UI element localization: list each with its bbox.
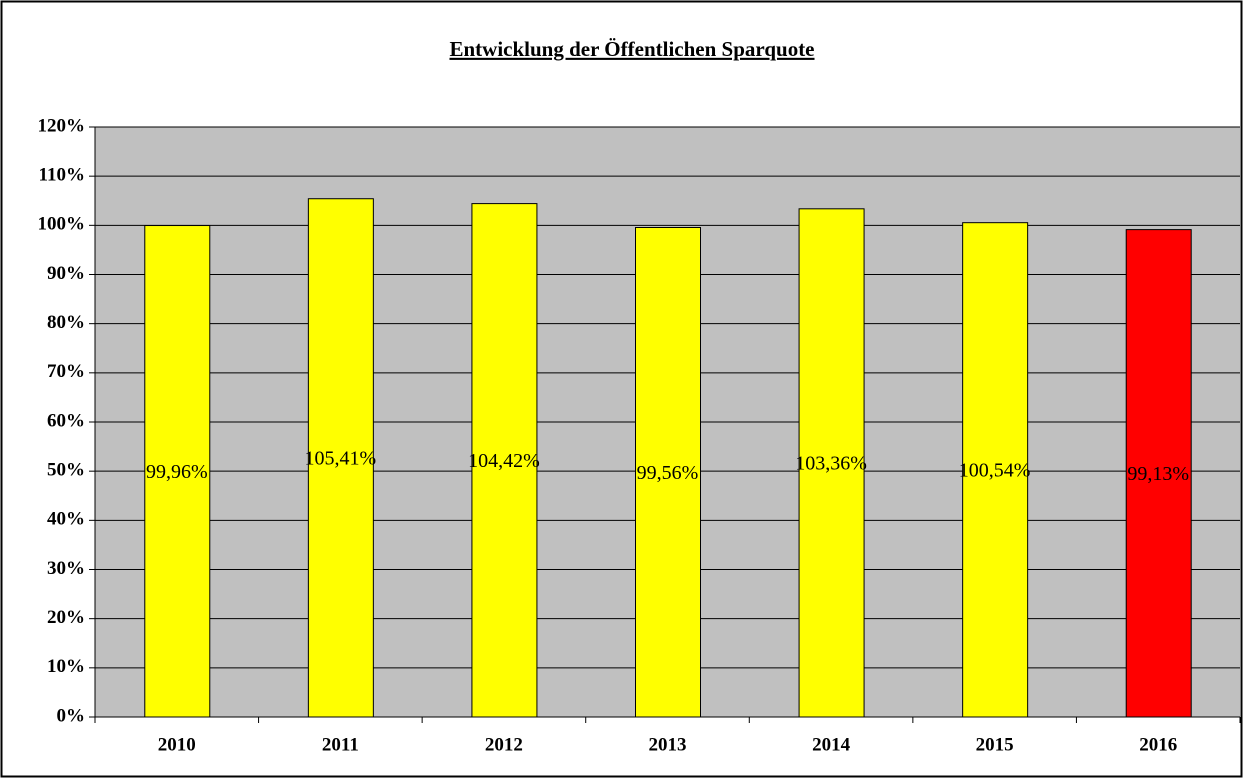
bar xyxy=(635,226,701,718)
y-tick-label: 100% xyxy=(38,214,86,235)
x-tick-label: 2011 xyxy=(322,734,359,755)
y-tick-label: 20% xyxy=(47,607,85,628)
y-tick-label: 30% xyxy=(47,558,85,579)
y-tick-label: 90% xyxy=(47,263,85,284)
y-tick-label: 40% xyxy=(47,509,85,530)
data-label: 105,41% xyxy=(305,447,377,469)
y-tick-label: 70% xyxy=(47,361,85,382)
y-tick-label: 0% xyxy=(57,705,86,726)
y-tick-label: 50% xyxy=(47,460,85,481)
x-tick-label: 2016 xyxy=(1139,734,1177,755)
bar xyxy=(471,203,538,718)
x-tick-label: 2012 xyxy=(485,734,523,755)
x-tick-label: 2010 xyxy=(158,734,196,755)
data-label: 104,42% xyxy=(468,450,540,472)
bar xyxy=(307,198,374,718)
y-tick-label: 60% xyxy=(47,410,85,431)
bar xyxy=(1125,229,1192,718)
data-label: 99,13% xyxy=(1127,463,1189,485)
x-tick-label: 2014 xyxy=(812,734,851,755)
y-tick-label: 120% xyxy=(38,115,86,136)
x-tick-label: 2013 xyxy=(649,734,687,755)
data-label: 100,54% xyxy=(959,459,1031,481)
x-tick-label: 2015 xyxy=(976,734,1014,755)
chart-title: Entwicklung der Öffentlichen Sparquote xyxy=(449,37,814,61)
data-label: 99,96% xyxy=(146,461,208,483)
bar xyxy=(962,222,1029,718)
bar xyxy=(798,208,865,718)
y-tick-label: 10% xyxy=(47,656,85,677)
data-label: 103,36% xyxy=(795,453,867,475)
data-label: 99,56% xyxy=(637,462,699,484)
bar xyxy=(144,225,211,718)
y-tick-label: 110% xyxy=(39,165,85,186)
y-tick-label: 80% xyxy=(47,312,85,333)
